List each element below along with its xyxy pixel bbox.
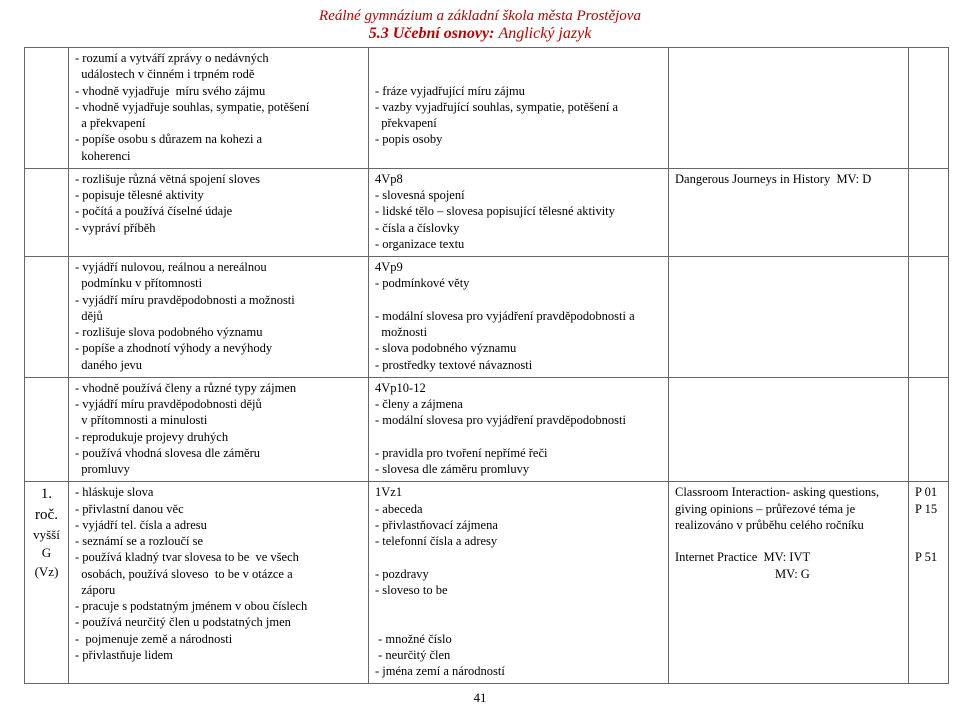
pagecode-cell [909,168,949,256]
grade-cell [25,48,69,169]
grade-cell [25,168,69,256]
outcomes-cell: - rozumí a vytváří zprávy o nedávných ud… [69,48,369,169]
header-school: Reálné gymnázium a základní škola města … [24,8,936,25]
grade-cell [25,377,69,482]
outcomes-cell: - vyjádří nulovou, reálnou a nereálnou p… [69,257,369,378]
table-row: 1.roč.vyššíG(Vz)- hláskuje slova - přivl… [25,482,949,684]
table-row: - rozumí a vytváří zprávy o nedávných ud… [25,48,949,169]
topics-cell: 4Vp8 - slovesná spojení - lidské tělo – … [369,168,669,256]
outcomes-cell: - rozlišuje různá větná spojení sloves -… [69,168,369,256]
grade-cell: 1.roč.vyššíG(Vz) [25,482,69,684]
grade-cell [25,257,69,378]
crossref-cell: Classroom Interaction- asking questions,… [669,482,909,684]
page: Reálné gymnázium a základní škola města … [0,0,960,718]
crossref-cell [669,257,909,378]
curriculum-table: - rozumí a vytváří zprávy o nedávných ud… [24,47,949,684]
pagecode-cell: P 01 P 15 P 51 [909,482,949,684]
outcomes-cell: - vhodně používá členy a různé typy zájm… [69,377,369,482]
topics-cell: 1Vz1 - abeceda - přivlastňovací zájmena … [369,482,669,684]
crossref-cell [669,48,909,169]
pagecode-cell [909,257,949,378]
topics-cell: - fráze vyjadřující míru zájmu - vazby v… [369,48,669,169]
header-section: 5.3 Učební osnovy: Anglický jazyk [24,25,936,43]
crossref-cell: Dangerous Journeys in History MV: D [669,168,909,256]
outcomes-cell: - hláskuje slova - přivlastní danou věc … [69,482,369,684]
table-row: - vyjádří nulovou, reálnou a nereálnou p… [25,257,949,378]
table-row: - vhodně používá členy a různé typy zájm… [25,377,949,482]
pagecode-cell [909,48,949,169]
table-row: - rozlišuje různá větná spojení sloves -… [25,168,949,256]
header-section-num: 5.3 Učební osnovy: [369,25,495,42]
crossref-cell [669,377,909,482]
topics-cell: 4Vp9 - podmínkové věty - modální slovesa… [369,257,669,378]
topics-cell: 4Vp10-12 - členy a zájmena - modální slo… [369,377,669,482]
pagecode-cell [909,377,949,482]
page-header: Reálné gymnázium a základní škola města … [24,8,936,43]
header-section-subject: Anglický jazyk [498,25,591,42]
